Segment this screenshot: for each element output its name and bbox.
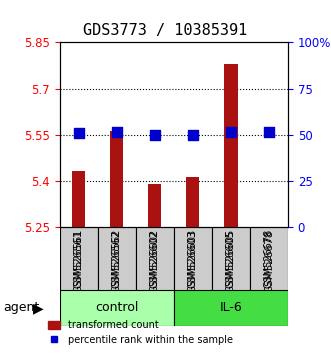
FancyBboxPatch shape	[60, 290, 174, 326]
Text: GSM526678: GSM526678	[264, 229, 274, 288]
Text: GSM526602: GSM526602	[150, 230, 160, 293]
Text: IL-6: IL-6	[219, 302, 242, 314]
FancyBboxPatch shape	[98, 227, 136, 290]
Point	[76, 131, 81, 136]
FancyBboxPatch shape	[212, 227, 250, 290]
Text: GSM526562: GSM526562	[112, 229, 122, 288]
Text: GSM526603: GSM526603	[188, 229, 198, 288]
Point	[152, 132, 158, 138]
Text: agent: agent	[3, 302, 40, 314]
Text: GSM526562: GSM526562	[112, 230, 122, 293]
Point	[266, 130, 271, 135]
Bar	[224, 64, 238, 227]
Text: GSM526678: GSM526678	[264, 230, 274, 293]
Bar	[72, 171, 85, 227]
Point	[114, 129, 119, 135]
Text: GDS3773 / 10385391: GDS3773 / 10385391	[83, 23, 248, 38]
Text: GSM526603: GSM526603	[188, 230, 198, 293]
FancyBboxPatch shape	[174, 290, 288, 326]
Point	[228, 129, 234, 135]
Bar	[186, 177, 200, 227]
Text: GSM526561: GSM526561	[73, 229, 84, 288]
FancyBboxPatch shape	[60, 227, 98, 290]
Legend: transformed count, percentile rank within the sample: transformed count, percentile rank withi…	[45, 316, 237, 349]
Text: ▶: ▶	[33, 301, 44, 315]
FancyBboxPatch shape	[136, 227, 174, 290]
Point	[190, 132, 195, 138]
Bar	[110, 131, 123, 227]
FancyBboxPatch shape	[174, 227, 212, 290]
Text: GSM526605: GSM526605	[226, 230, 236, 293]
Text: control: control	[95, 302, 138, 314]
Text: GSM526602: GSM526602	[150, 229, 160, 288]
Text: GSM526605: GSM526605	[226, 229, 236, 288]
FancyBboxPatch shape	[250, 227, 288, 290]
Bar	[148, 184, 162, 227]
Text: GSM526561: GSM526561	[73, 230, 84, 293]
